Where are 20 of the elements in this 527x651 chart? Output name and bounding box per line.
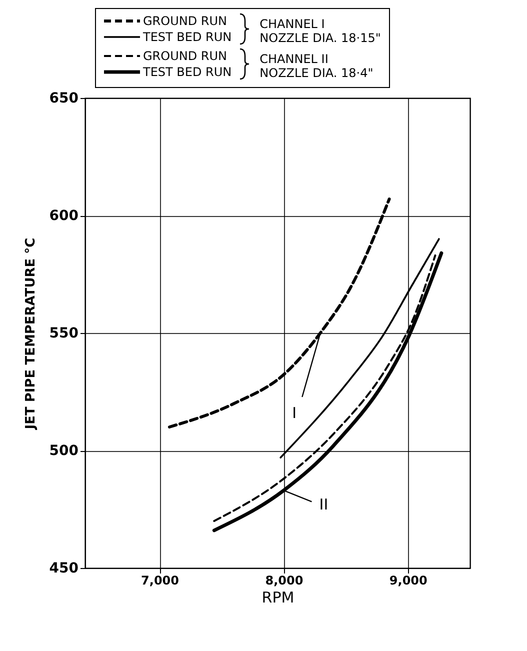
x-tick-label: 8,000	[265, 574, 304, 588]
legend-label: TEST BED RUN	[143, 30, 232, 44]
text: NOZZLE DIA. 18·15"	[260, 30, 381, 44]
x-tick-label: 7,000	[141, 574, 179, 588]
text: CHANNEL II	[260, 52, 330, 66]
x-tick-label: 9,000	[389, 574, 428, 588]
legend-label: GROUND RUN	[143, 14, 227, 28]
annotation: II	[319, 495, 328, 514]
y-tick-label: 550	[49, 326, 79, 342]
y-tick-label: 650	[49, 90, 79, 106]
y-axis-title: JET PIPE TEMPERATURE °C	[23, 238, 38, 430]
y-tick-label: 450	[49, 560, 79, 576]
legend-label: TEST BED RUN	[143, 65, 232, 79]
text: CHANNEL I	[260, 16, 326, 30]
annotation: I	[292, 404, 297, 422]
x-axis-title: RPM	[262, 588, 294, 606]
y-tick-label: 500	[49, 443, 79, 459]
legend-label: GROUND RUN	[143, 49, 227, 63]
text: NOZZLE DIA. 18·4"	[260, 66, 374, 80]
y-tick-label: 600	[49, 208, 79, 224]
